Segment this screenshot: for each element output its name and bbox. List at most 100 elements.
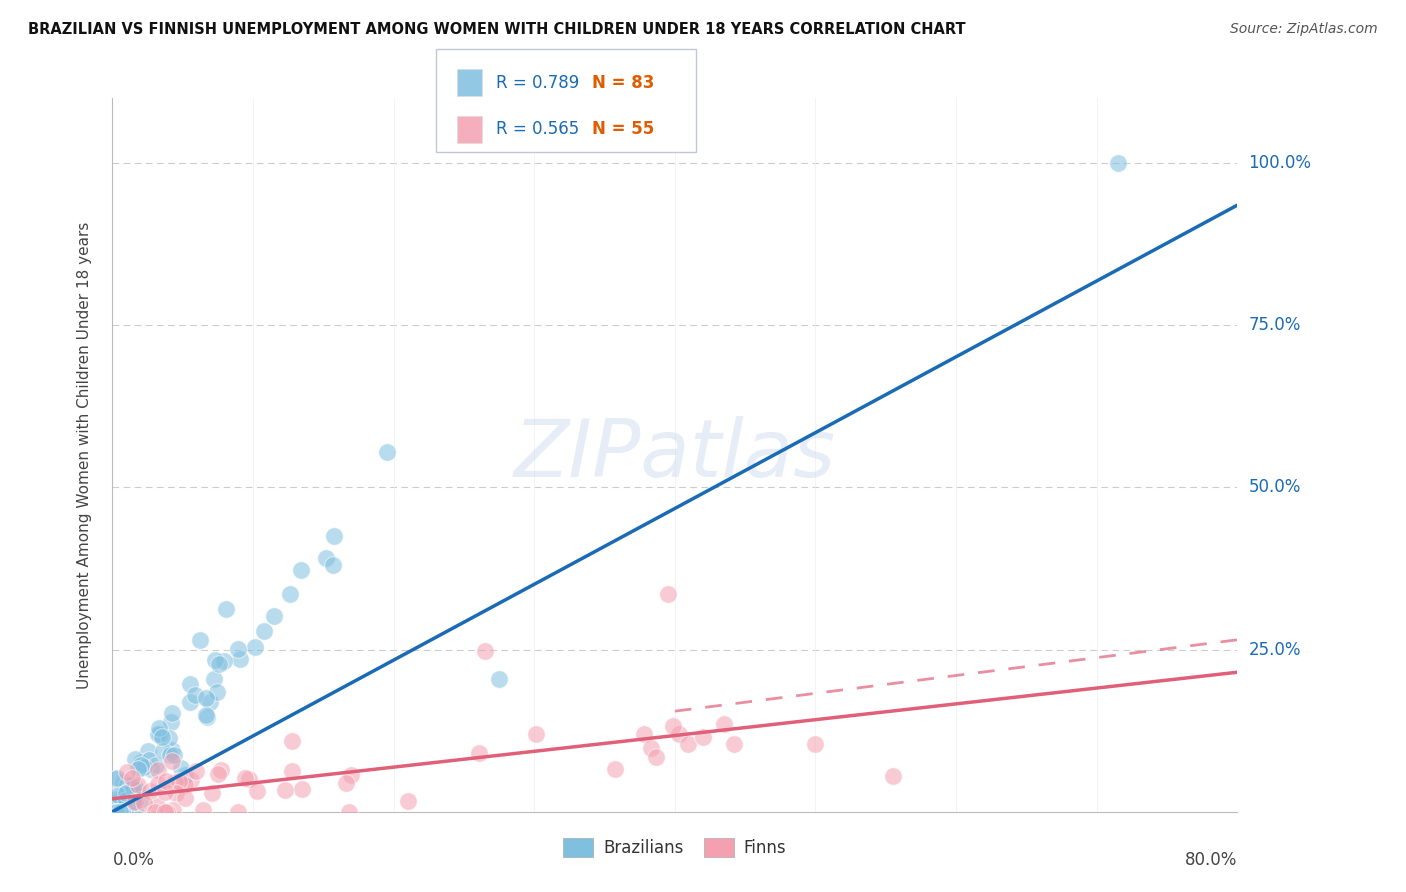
Point — [104, 792, 127, 806]
Point — [148, 721, 170, 735]
Point — [114, 797, 136, 811]
Point — [129, 793, 152, 807]
Point — [112, 787, 135, 801]
Point — [134, 797, 156, 811]
Point — [205, 685, 228, 699]
Point — [115, 786, 138, 800]
Point — [375, 445, 398, 459]
Point — [136, 744, 159, 758]
Point — [657, 587, 679, 601]
Point — [195, 709, 218, 723]
Point — [152, 744, 174, 758]
Point — [105, 805, 128, 819]
Point — [124, 795, 146, 809]
Point — [163, 747, 186, 762]
Point — [645, 749, 668, 764]
Point — [165, 787, 187, 801]
Point — [323, 529, 346, 543]
Point — [229, 652, 252, 666]
Point — [226, 805, 249, 819]
Point — [115, 778, 138, 792]
Point — [468, 746, 491, 760]
Text: R = 0.789: R = 0.789 — [496, 73, 579, 92]
Point — [105, 805, 128, 819]
Point — [280, 764, 302, 779]
Text: N = 83: N = 83 — [592, 73, 654, 92]
Point — [195, 708, 218, 723]
Point — [121, 771, 143, 785]
Point — [713, 717, 735, 731]
Point — [723, 737, 745, 751]
Point — [127, 762, 149, 776]
Point — [120, 778, 142, 792]
Point — [138, 784, 160, 798]
Point — [112, 786, 135, 800]
Point — [132, 760, 155, 774]
Point — [159, 715, 181, 730]
Point — [662, 719, 685, 733]
Point — [111, 805, 134, 819]
Point — [174, 791, 197, 805]
Point — [131, 756, 153, 770]
Point — [640, 741, 662, 756]
Point — [114, 805, 136, 819]
Point — [104, 805, 127, 819]
Point — [114, 790, 136, 805]
Point — [143, 805, 166, 819]
Point — [159, 747, 181, 762]
Text: Source: ZipAtlas.com: Source: ZipAtlas.com — [1230, 22, 1378, 37]
Point — [191, 803, 214, 817]
Point — [148, 764, 170, 778]
Point — [226, 641, 249, 656]
Text: 80.0%: 80.0% — [1185, 851, 1237, 869]
Point — [198, 695, 221, 709]
Point — [174, 768, 197, 782]
Point — [204, 653, 226, 667]
Point — [214, 602, 236, 616]
Point — [162, 742, 184, 756]
Point — [124, 793, 146, 807]
Point — [253, 624, 276, 638]
Point — [104, 772, 127, 787]
Point — [207, 767, 229, 781]
Point — [108, 803, 131, 817]
Point — [111, 805, 134, 819]
Point — [146, 798, 169, 813]
Point — [124, 752, 146, 766]
Point — [238, 772, 260, 787]
Point — [243, 640, 266, 655]
Point — [263, 609, 285, 624]
Point — [139, 762, 162, 776]
Point — [291, 782, 314, 797]
Point — [804, 737, 827, 751]
Point — [676, 737, 699, 751]
Point — [633, 726, 655, 740]
Point — [105, 805, 128, 819]
Point — [235, 771, 257, 785]
Point — [245, 784, 267, 798]
Point — [129, 758, 152, 772]
Point — [186, 764, 208, 779]
Point — [603, 762, 626, 776]
Point — [157, 731, 180, 745]
Point — [488, 672, 510, 686]
Point — [148, 727, 170, 741]
Point — [474, 644, 496, 658]
Point — [179, 677, 201, 691]
Point — [104, 795, 127, 809]
Point — [104, 805, 127, 819]
Point — [117, 805, 139, 819]
Point — [146, 777, 169, 791]
Text: 0.0%: 0.0% — [112, 851, 155, 869]
Text: 50.0%: 50.0% — [1249, 478, 1301, 496]
Point — [122, 795, 145, 809]
Point — [110, 802, 132, 816]
Point — [174, 778, 197, 792]
Point — [179, 695, 201, 709]
Point — [184, 688, 207, 702]
Point — [315, 551, 337, 566]
Point — [160, 754, 183, 768]
Point — [396, 794, 419, 808]
Point — [209, 763, 232, 777]
Legend: Brazilians, Finns: Brazilians, Finns — [557, 831, 793, 864]
